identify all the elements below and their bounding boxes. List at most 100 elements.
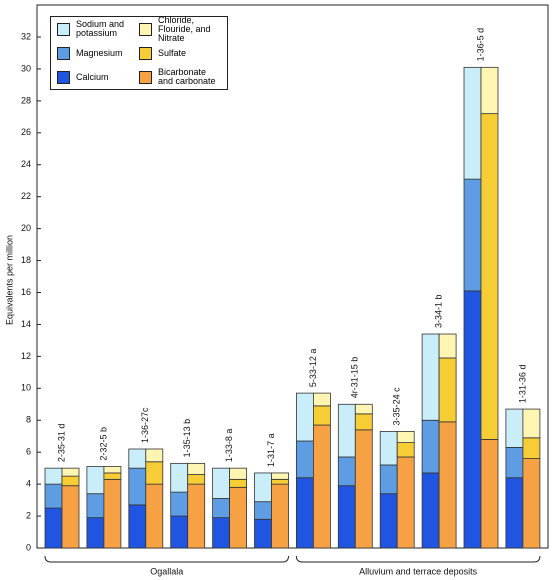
category-label: 2-32-5 b [98, 427, 108, 461]
bar-segment [522, 437, 541, 459]
bar-segment [187, 474, 206, 485]
y-tick-label: 22 [21, 191, 31, 201]
bar-segment [86, 493, 105, 519]
bar-segment [463, 66, 482, 180]
bar-segment [212, 467, 231, 499]
bar-segment [522, 408, 541, 439]
bar-segment [254, 518, 272, 549]
category-label: 1-36-27c [140, 407, 150, 443]
y-axis-label: Equivalents per million [4, 235, 14, 325]
bar-segment [145, 483, 164, 549]
bar-segment [229, 486, 248, 549]
legend-swatch [139, 70, 152, 84]
bar-segment [103, 472, 122, 480]
legend-swatch [57, 22, 70, 36]
y-tick-label: 0 [26, 542, 31, 552]
bar-segment [271, 472, 289, 480]
bar-segment [44, 467, 63, 485]
bar-segment [128, 504, 147, 549]
y-tick-label: 20 [21, 223, 31, 233]
y-tick-label: 32 [21, 31, 31, 41]
bar-segment [229, 478, 248, 488]
plot-frame [36, 4, 549, 549]
bar-segment [421, 472, 440, 549]
y-tick-label: 12 [21, 351, 31, 361]
bar-segment [379, 431, 398, 466]
group-label: Ogallala [150, 566, 183, 576]
bar-segment [170, 491, 189, 517]
y-tick-label: 14 [21, 319, 31, 329]
bar-segment [170, 462, 189, 493]
y-tick-label: 24 [21, 159, 31, 169]
bar-segment [128, 467, 147, 506]
bar-segment [170, 515, 189, 549]
bar-segment [212, 498, 231, 519]
legend-label: Sulfate [158, 47, 187, 58]
legend-label: Calcium [76, 71, 109, 82]
bar-segment [354, 429, 373, 549]
y-tick-label: 10 [21, 383, 31, 393]
category-label: 1-35-13 b [182, 419, 192, 458]
bar-segment [396, 431, 415, 444]
category-label: 1-31-36 d [517, 365, 527, 404]
bar-segment [295, 477, 314, 549]
bar-segment [463, 290, 482, 549]
bar-segment [103, 478, 122, 549]
legend-swatch [139, 46, 152, 60]
group-bracket [295, 555, 541, 563]
bar-segment [312, 392, 331, 407]
group-bracket [44, 555, 289, 563]
bar-segment [421, 333, 440, 421]
bar-segment [421, 419, 440, 474]
bar-segment [337, 403, 356, 458]
bar-segment [354, 403, 373, 415]
bar-segment [254, 501, 272, 520]
legend-item: Calcium [51, 65, 133, 89]
bar-segment [379, 493, 398, 549]
legend-item: Chloride, Flouride, and Nitrate [133, 15, 227, 42]
bar-segment [337, 456, 356, 487]
bar-segment [438, 357, 457, 423]
bar-segment [61, 475, 80, 487]
category-label: 5-33-12 a [308, 349, 318, 388]
legend-label: Magnesium [76, 47, 123, 58]
bar-segment [145, 461, 164, 485]
bar-segment [295, 440, 314, 479]
y-tick-label: 28 [21, 95, 31, 105]
bar-segment [312, 424, 331, 549]
category-label: 4r-31-15 b [350, 357, 360, 399]
bar-segment [103, 466, 122, 474]
bar-segment [295, 392, 314, 442]
category-label: 1-36-5 d [475, 28, 485, 62]
y-tick-label: 2 [26, 510, 31, 520]
bar-segment [212, 517, 231, 549]
bar-segment [505, 446, 524, 479]
bar-segment [61, 467, 80, 477]
bar-segment [438, 421, 457, 549]
legend-swatch [57, 46, 70, 60]
bar-segment [44, 507, 63, 549]
bar-segment [44, 483, 63, 509]
bar-segment [396, 456, 415, 549]
category-label: 2-35-31 d [56, 424, 66, 463]
y-tick-label: 30 [21, 63, 31, 73]
bar-segment [354, 413, 373, 431]
bar-segment [505, 477, 524, 549]
bar-segment [379, 464, 398, 495]
bar-segment [463, 178, 482, 292]
bar-segment [480, 439, 499, 549]
y-tick-label: 8 [26, 415, 31, 425]
category-label: 3-35-24 c [392, 387, 402, 426]
legend: Sodium and potassium Magnesium Calcium Chlo… [50, 15, 228, 90]
bar-segment [337, 485, 356, 549]
group-label: Alluvium and terrace deposits [359, 566, 478, 576]
bar-segment [187, 483, 206, 549]
bar-segment [271, 478, 289, 485]
bar-segment [312, 405, 331, 426]
bar-segment [396, 442, 415, 458]
bar-segment [254, 472, 272, 503]
legend-swatch [57, 70, 70, 84]
bar-segment [128, 448, 147, 469]
